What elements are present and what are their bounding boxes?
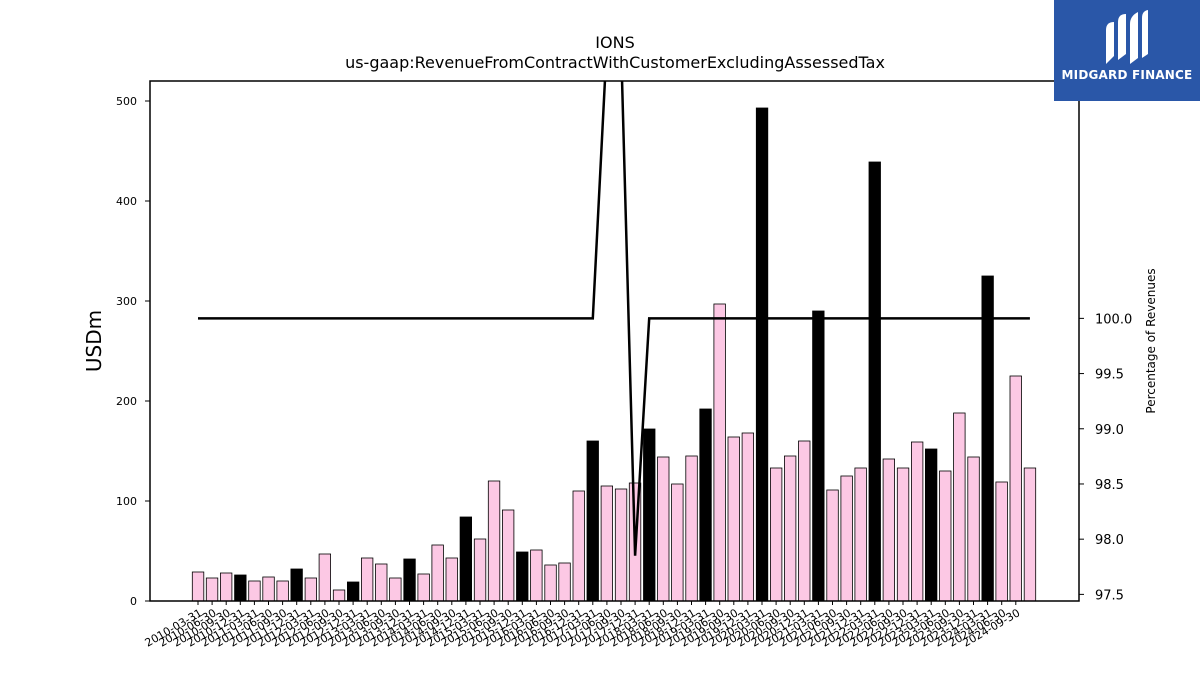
bar (699, 408, 712, 602)
bar (1009, 375, 1022, 602)
bar (375, 563, 388, 602)
bar (1023, 467, 1037, 602)
y-tick-label: 200 (116, 395, 137, 408)
bar (798, 440, 811, 602)
bar (755, 107, 769, 602)
percentage-line (198, 81, 1030, 556)
bar (389, 577, 402, 602)
bar (205, 577, 219, 602)
bar (558, 562, 571, 602)
midgard-logo-icon (1106, 10, 1148, 64)
bar (854, 467, 867, 602)
bar (487, 480, 501, 602)
percentage-line-series (198, 81, 1030, 556)
chart-subtitle: us-gaap:RevenueFromContractWithCustomerE… (345, 53, 885, 72)
bar (473, 538, 487, 602)
bar (304, 577, 318, 602)
y-tick-label: 0 (130, 595, 137, 608)
bar (346, 581, 360, 602)
y2-tick-label: 97.5 (1095, 588, 1124, 603)
y2-tick-label: 98.0 (1095, 533, 1124, 548)
bar (544, 564, 557, 602)
bar (953, 412, 966, 602)
brand-logo: MIDGARD FINANCE (1054, 0, 1200, 101)
x-axis: 2010-03-312010-06-302010-09-302010-12-31… (143, 601, 1022, 650)
bar (643, 428, 656, 602)
bar (995, 481, 1008, 602)
bar (671, 483, 684, 602)
bar (685, 455, 698, 602)
bar (600, 485, 613, 602)
bar (727, 436, 740, 602)
bar (276, 580, 289, 602)
left-y-axis: 0 100 200 300 400 500 (116, 95, 150, 608)
y-tick-label: 500 (116, 95, 137, 108)
bar (896, 467, 910, 602)
bar (219, 572, 233, 602)
bar (318, 553, 332, 602)
bar (417, 573, 430, 602)
bar (812, 310, 825, 602)
bar (332, 589, 346, 602)
y-tick-label: 400 (116, 195, 137, 208)
bar (501, 509, 515, 602)
y-axis-label: USDm (82, 310, 106, 372)
chart-title: IONS (595, 33, 634, 52)
bar (770, 467, 783, 602)
right-y-axis: 97.5 98.0 98.5 99.0 99.5 100.0 (1079, 312, 1132, 603)
bar (882, 458, 895, 602)
bar (445, 557, 458, 602)
bar (586, 440, 599, 602)
bar (981, 275, 994, 602)
bar (784, 455, 797, 602)
bar (403, 558, 416, 602)
bar (572, 490, 585, 602)
bar (516, 551, 529, 602)
bar (248, 580, 261, 602)
bar (826, 489, 839, 602)
bar (868, 161, 881, 602)
y-tick-label: 300 (116, 295, 137, 308)
bar (657, 456, 670, 602)
plot-frame (149, 80, 1080, 602)
bar (262, 576, 275, 602)
y2-axis-label: Percentage of Revenues (1144, 268, 1158, 413)
bar (741, 432, 754, 602)
bar (191, 571, 205, 602)
bar-series (191, 107, 1037, 602)
y2-tick-label: 98.5 (1095, 478, 1124, 493)
bar (939, 470, 952, 602)
y2-tick-label: 99.5 (1095, 368, 1124, 383)
bar (234, 574, 247, 602)
bar (614, 488, 628, 602)
bar (360, 557, 374, 602)
y2-tick-label: 99.0 (1095, 423, 1124, 438)
bar (925, 448, 938, 602)
bar (840, 475, 853, 602)
bar (911, 441, 924, 602)
bar (431, 544, 444, 602)
bar (713, 303, 726, 602)
bar (459, 516, 473, 602)
bar (290, 568, 303, 602)
y2-tick-label: 100.0 (1095, 312, 1132, 327)
bar (967, 456, 980, 602)
y-tick-label: 100 (116, 495, 137, 508)
bar (530, 549, 543, 602)
brand-name: MIDGARD FINANCE (1061, 68, 1193, 82)
